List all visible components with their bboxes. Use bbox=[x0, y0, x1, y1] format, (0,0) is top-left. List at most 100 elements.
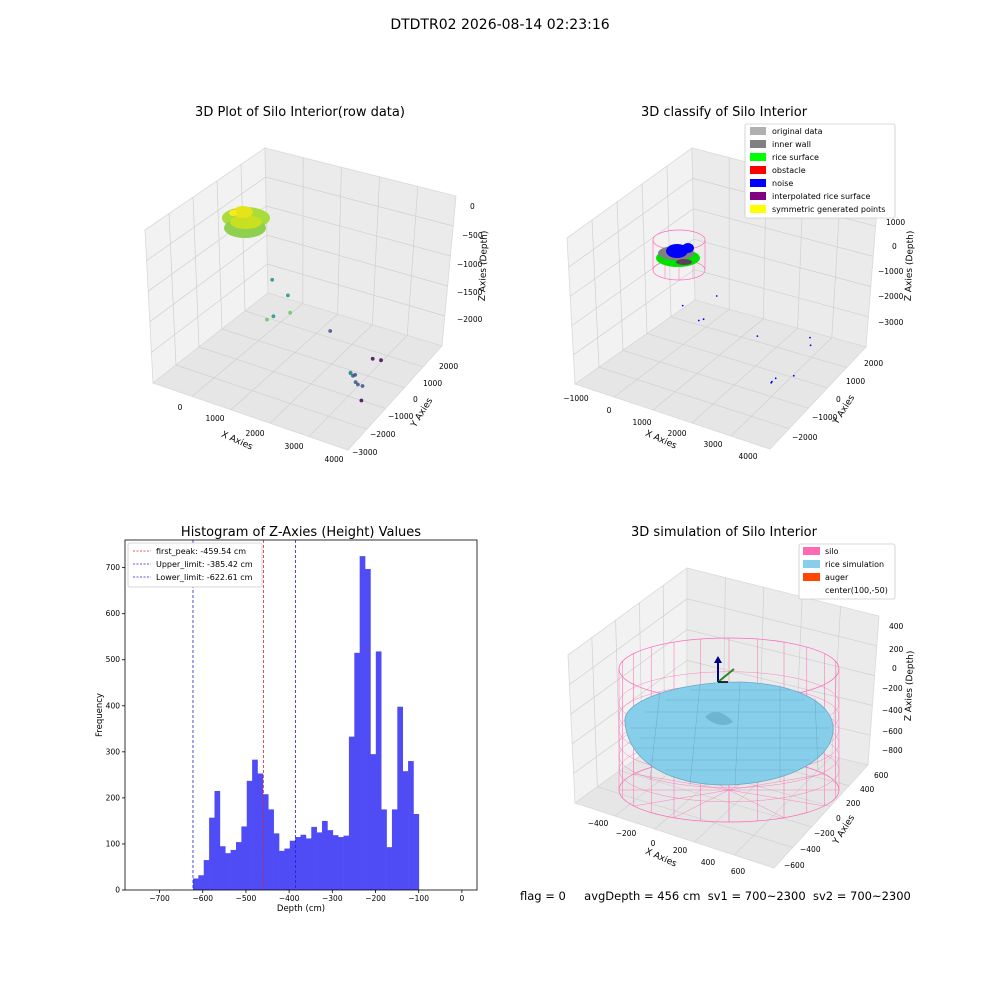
y-tick-label: −2000 bbox=[370, 430, 396, 439]
x-tick-label: 2000 bbox=[245, 429, 264, 438]
pane-floor bbox=[574, 299, 867, 450]
histogram-bar bbox=[359, 556, 366, 890]
grid-line bbox=[568, 178, 693, 268]
sv1-text: sv1 = 700~2300 bbox=[707, 889, 806, 903]
grid-line bbox=[191, 303, 304, 397]
y-tick-label: −600 bbox=[784, 861, 805, 870]
y-tick-label: 0 bbox=[836, 814, 841, 823]
x-tick-label: −400 bbox=[279, 894, 300, 903]
data-point bbox=[356, 382, 360, 387]
y-tick-label: 300 bbox=[106, 747, 121, 756]
y-tick-label: 700 bbox=[106, 563, 121, 572]
histogram-bar bbox=[262, 794, 269, 890]
z-axis-label: Z Axies (Depth) bbox=[904, 231, 916, 302]
y-axis-label: Y Axies bbox=[831, 813, 857, 847]
histogram-bar bbox=[343, 835, 350, 890]
x-tick-label: −700 bbox=[149, 894, 170, 903]
y-tick-label: −1000 bbox=[388, 412, 414, 421]
legend-label: rice simulation bbox=[825, 560, 884, 569]
x-tick-label: 0 bbox=[651, 839, 656, 848]
silo-floor-spoke bbox=[728, 789, 825, 807]
grid-line bbox=[670, 316, 847, 368]
legend-swatch bbox=[750, 127, 766, 135]
z-tick-label: −3000 bbox=[878, 318, 904, 327]
histogram-bars bbox=[192, 556, 420, 890]
grid-line bbox=[569, 208, 694, 297]
data-point bbox=[351, 373, 355, 378]
auger-marker bbox=[714, 656, 735, 683]
data-point bbox=[348, 370, 353, 375]
histogram-bar bbox=[257, 773, 264, 890]
data-point bbox=[359, 398, 364, 403]
histogram-bar bbox=[397, 706, 403, 890]
grid-line bbox=[570, 629, 688, 715]
x-tick-label: 0 bbox=[607, 406, 612, 415]
grid-line bbox=[693, 238, 871, 287]
legend-swatch bbox=[750, 205, 766, 213]
histogram-bar bbox=[192, 878, 199, 890]
legend-swatch bbox=[803, 560, 820, 568]
panel-histogram-title: Histogram of Z-Axies (Height) Values bbox=[181, 525, 421, 540]
histogram-bar bbox=[327, 830, 334, 890]
histogram-bar bbox=[348, 736, 355, 890]
histogram-bar bbox=[203, 860, 210, 890]
histogram-bar bbox=[413, 814, 420, 890]
legend-swatch bbox=[750, 179, 766, 187]
sv2-text: sv2 = 700~2300 bbox=[812, 889, 911, 903]
raw-points bbox=[265, 277, 383, 403]
z-tick-label: −400 bbox=[882, 706, 903, 715]
histogram-bar bbox=[198, 875, 205, 890]
silo-floor-spoke bbox=[673, 789, 730, 818]
grid-line bbox=[216, 180, 223, 330]
legend-label: first_peak: -459.54 cm bbox=[156, 547, 246, 556]
z-tick-label: 1000 bbox=[886, 218, 905, 227]
noise-point bbox=[792, 374, 795, 377]
legend-label: auger bbox=[825, 573, 849, 582]
panel-histogram: Histogram of Z-Axies (Height) Values −70… bbox=[95, 525, 478, 914]
grid-line bbox=[573, 269, 695, 356]
y-tick-label: 600 bbox=[106, 609, 121, 618]
pane-floor bbox=[152, 292, 443, 451]
y-tick-label: 0 bbox=[115, 886, 120, 895]
histogram-bar bbox=[305, 838, 312, 890]
data-point bbox=[286, 293, 290, 298]
x-tick-label: 1000 bbox=[632, 418, 651, 427]
grid-line bbox=[641, 183, 648, 334]
legend-swatch bbox=[750, 192, 766, 200]
data-point bbox=[288, 310, 293, 315]
data-point bbox=[328, 329, 333, 333]
figure-title: DTDTR02 2026-08-14 02:23:16 bbox=[390, 17, 610, 33]
point-cluster bbox=[222, 206, 270, 238]
grid-line bbox=[168, 213, 177, 366]
data-point bbox=[379, 358, 383, 363]
y-tick-label: 500 bbox=[106, 655, 121, 664]
y-tick-label: 0 bbox=[413, 395, 418, 404]
histogram-bar bbox=[252, 759, 258, 890]
x-tick-label: 200 bbox=[673, 846, 688, 855]
histogram-bar bbox=[381, 809, 387, 890]
x-tick-label: 1000 bbox=[205, 414, 224, 423]
grid-line bbox=[146, 176, 266, 261]
grid-line bbox=[730, 337, 833, 437]
legend-label: original data bbox=[772, 127, 823, 136]
data-point bbox=[265, 317, 269, 322]
noise-point bbox=[771, 380, 773, 383]
x-tick-label: −100 bbox=[408, 894, 429, 903]
grid-line bbox=[569, 598, 688, 685]
grid-line bbox=[733, 756, 833, 856]
flag-text: flag = 0 bbox=[520, 889, 566, 903]
noise-point bbox=[774, 377, 777, 380]
panel-classify-title: 3D classify of Silo Interior bbox=[641, 105, 808, 120]
z-tick-label: −1000 bbox=[457, 260, 483, 269]
grid-line bbox=[686, 598, 877, 647]
y-tick-label: 200 bbox=[106, 793, 121, 802]
y-tick-label: 1000 bbox=[846, 377, 865, 386]
grid-line bbox=[597, 786, 793, 848]
y-tick-label: 100 bbox=[106, 839, 121, 848]
data-point bbox=[271, 314, 276, 319]
histogram-bar bbox=[300, 834, 307, 890]
histogram-bar bbox=[391, 809, 398, 890]
x-tick-label: −200 bbox=[616, 829, 637, 838]
grid-line bbox=[266, 205, 451, 257]
grid-line bbox=[694, 269, 869, 318]
